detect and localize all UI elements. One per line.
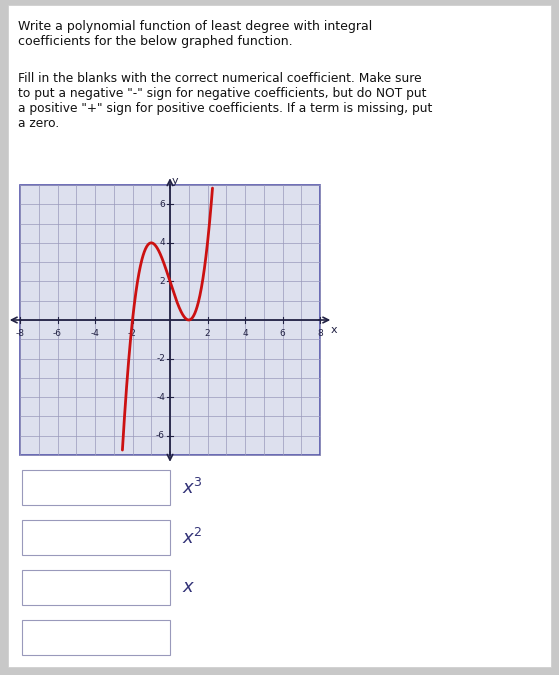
Text: Write a polynomial function of least degree with integral
coefficients for the b: Write a polynomial function of least deg… (18, 20, 372, 48)
Bar (22, 570, 170, 605)
Bar (20, 185, 320, 455)
Text: $x^3$: $x^3$ (182, 477, 203, 497)
Text: -2: -2 (156, 354, 165, 363)
Bar (22, 470, 170, 505)
Text: 4: 4 (242, 329, 248, 338)
Bar (22, 520, 170, 555)
Text: -4: -4 (156, 393, 165, 402)
Text: 6: 6 (159, 200, 165, 209)
Text: x: x (331, 325, 338, 335)
Text: -6: -6 (156, 431, 165, 440)
Text: 2: 2 (159, 277, 165, 286)
Text: 8: 8 (317, 329, 323, 338)
Text: $x$: $x$ (182, 578, 195, 597)
Text: 6: 6 (280, 329, 286, 338)
Bar (22, 620, 170, 655)
Text: -8: -8 (16, 329, 25, 338)
Text: -2: -2 (128, 329, 137, 338)
Text: -4: -4 (91, 329, 100, 338)
Text: 2: 2 (205, 329, 210, 338)
Text: -6: -6 (53, 329, 62, 338)
Text: $x^2$: $x^2$ (182, 527, 203, 547)
Text: Fill in the blanks with the correct numerical coefficient. Make sure
to put a ne: Fill in the blanks with the correct nume… (18, 72, 432, 130)
Text: 4: 4 (159, 238, 165, 247)
Text: y: y (172, 176, 178, 186)
